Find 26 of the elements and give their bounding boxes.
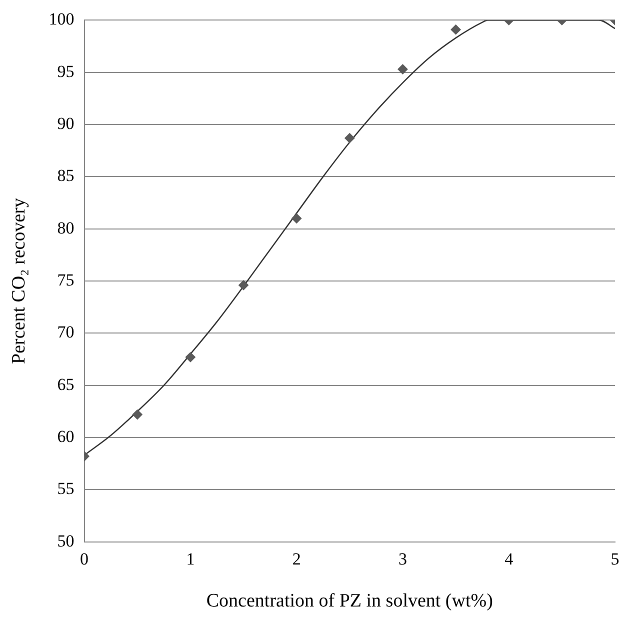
point	[450, 24, 461, 35]
x-tick-label: 5	[610, 549, 620, 568]
x-tick-label: 2	[292, 549, 301, 568]
y-tick-label: 100	[48, 10, 74, 29]
y-tick-label: 95	[57, 62, 74, 81]
x-tick-label: 0	[80, 549, 89, 568]
y-tick-label: 60	[57, 426, 74, 446]
x-tick-label: 1	[186, 549, 195, 568]
x-tick-label: 4	[504, 549, 514, 568]
x-axis-title: Concentration of PZ in solvent (wt%)	[206, 590, 493, 612]
point	[238, 280, 249, 290]
y-tick-label: 50	[57, 531, 74, 550]
point	[398, 64, 408, 74]
point	[132, 410, 142, 420]
y-tick-label: 90	[57, 114, 74, 133]
y-tick-label: 75	[57, 270, 74, 290]
point	[292, 213, 302, 224]
y-tick-label: 85	[57, 166, 74, 186]
x-tick-label: 3	[398, 549, 407, 568]
point	[185, 352, 196, 362]
y-tick-label: 65	[57, 374, 74, 394]
y-tick-label: 55	[57, 479, 74, 498]
y-axis-title: Percent CO₂ recovery	[8, 198, 30, 364]
y-tick-label: 80	[57, 218, 74, 238]
y-tick-label: 70	[57, 322, 74, 342]
point	[344, 133, 355, 144]
